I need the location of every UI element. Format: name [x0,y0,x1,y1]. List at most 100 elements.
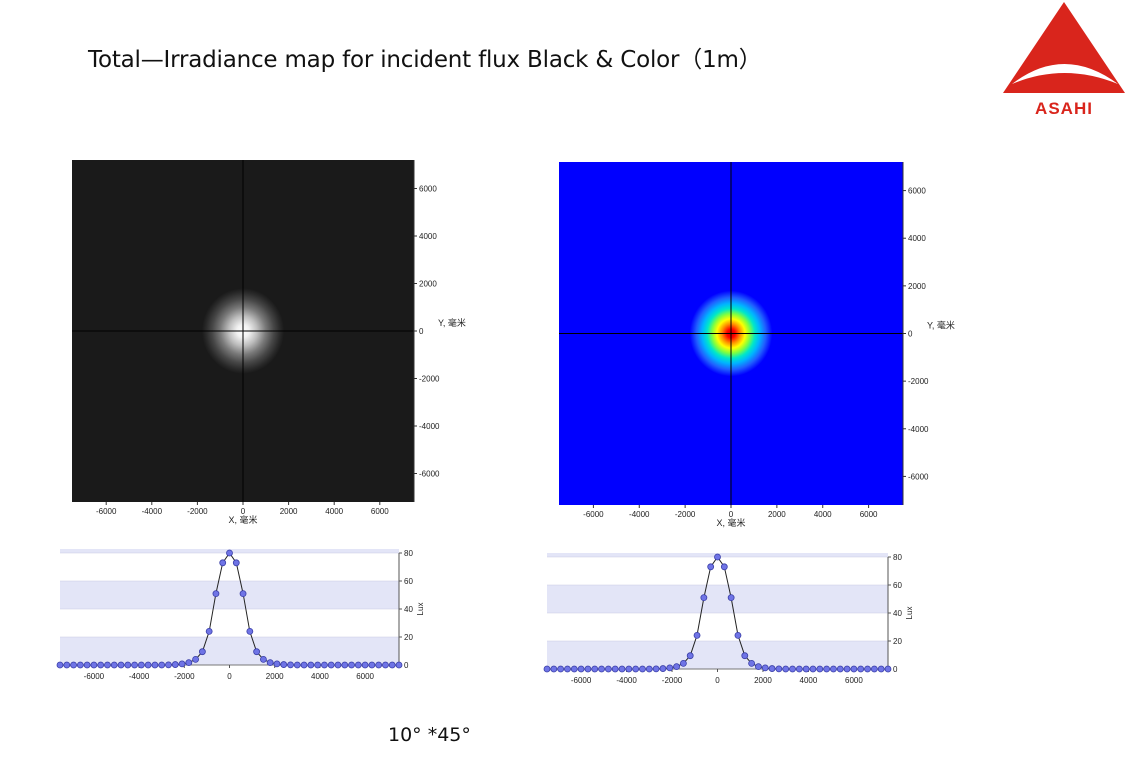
data-point [266,659,274,667]
data-point [823,665,831,673]
data-point [341,661,349,669]
data-point [700,594,708,601]
data-point [259,656,267,663]
data-point [185,659,193,667]
y-tick-label: 80 [404,549,413,558]
data-point [693,632,701,639]
data-point [720,563,728,571]
data-point [361,661,369,669]
data-point [131,661,138,669]
data-point [884,665,892,673]
data-point [816,665,824,673]
x-tick-label: 4000 [325,507,343,516]
data-point [591,665,599,673]
data-point [198,648,206,656]
x-tick-label: -4000 [129,672,150,681]
x-tick-label: 0 [715,676,720,685]
caption: 10° *45° [388,724,471,746]
asahi-logo: ASAHI [1003,2,1125,118]
data-point [864,665,871,673]
data-point [557,665,565,673]
y-tick-label: 6000 [419,185,437,194]
x-tick-label: -2000 [675,510,696,519]
data-point [857,665,865,673]
data-point [117,661,125,669]
data-point [178,660,186,668]
data-point [327,661,335,669]
data-point [761,664,769,672]
data-point [809,665,817,673]
x-tick-label: -2000 [174,672,195,681]
y-axis-label: Y, 毫米 [927,320,955,331]
y-tick-label: -6000 [908,472,929,481]
data-point [748,660,755,667]
y-tick-label: 2000 [908,282,926,291]
data-point [388,661,396,669]
data-point [611,665,619,673]
data-point [836,665,844,673]
data-point [625,665,633,673]
x-tick-label: -4000 [629,510,650,519]
data-point [680,660,687,667]
data-point [830,665,837,673]
data-point [246,628,254,635]
x-tick-label: 6000 [371,507,389,516]
x-tick-label: -6000 [571,676,592,685]
logo-text: ASAHI [1035,99,1093,118]
y-tick-label: -6000 [419,470,440,479]
y-tick-label: -4000 [908,425,929,434]
x-tick-label: 4000 [311,672,329,681]
x-axis-label: X, 毫米 [716,517,745,528]
data-point [158,661,166,669]
data-point [70,661,77,669]
data-point [280,661,288,668]
data-point [870,665,878,673]
x-tick-label: -2000 [662,676,683,685]
x-tick-label: -6000 [84,672,105,681]
data-point [673,663,680,671]
y-tick-label: 40 [893,609,902,618]
data-point [543,665,551,673]
y-axis-label: Y, 毫米 [438,317,466,328]
x-tick-label: 0 [241,507,246,516]
data-point [97,661,105,669]
data-point [727,594,735,601]
data-point [584,665,592,673]
data-point [334,661,342,669]
data-point [645,665,653,673]
data-point [550,665,558,673]
data-point [877,665,885,673]
data-point [755,663,762,671]
data-point [307,661,315,669]
data-point [789,665,796,673]
data-point [104,661,111,669]
data-point [652,665,660,673]
x-tick-label: -6000 [96,507,117,516]
data-point [686,652,694,660]
data-point [782,665,790,673]
data-point [171,661,179,668]
y-tick-label: 0 [419,327,424,336]
y-tick-label: -2000 [908,377,929,386]
y-axis-label: Lux [905,607,914,620]
data-point [382,661,389,669]
y-tick-label: 6000 [908,187,926,196]
grid-band [547,641,888,669]
logo-swoosh-icon [1012,64,1118,84]
data-point [56,661,64,669]
x-tick-label: 4000 [800,676,818,685]
data-point [287,661,294,669]
y-tick-label: 20 [404,633,413,642]
x-tick-label: -4000 [616,676,637,685]
x-tick-label: 6000 [860,510,878,519]
data-point [598,665,605,673]
data-point [659,665,667,672]
y-tick-label: 0 [908,330,913,339]
data-point [232,559,240,567]
data-point [83,661,91,669]
data-point [577,665,585,673]
